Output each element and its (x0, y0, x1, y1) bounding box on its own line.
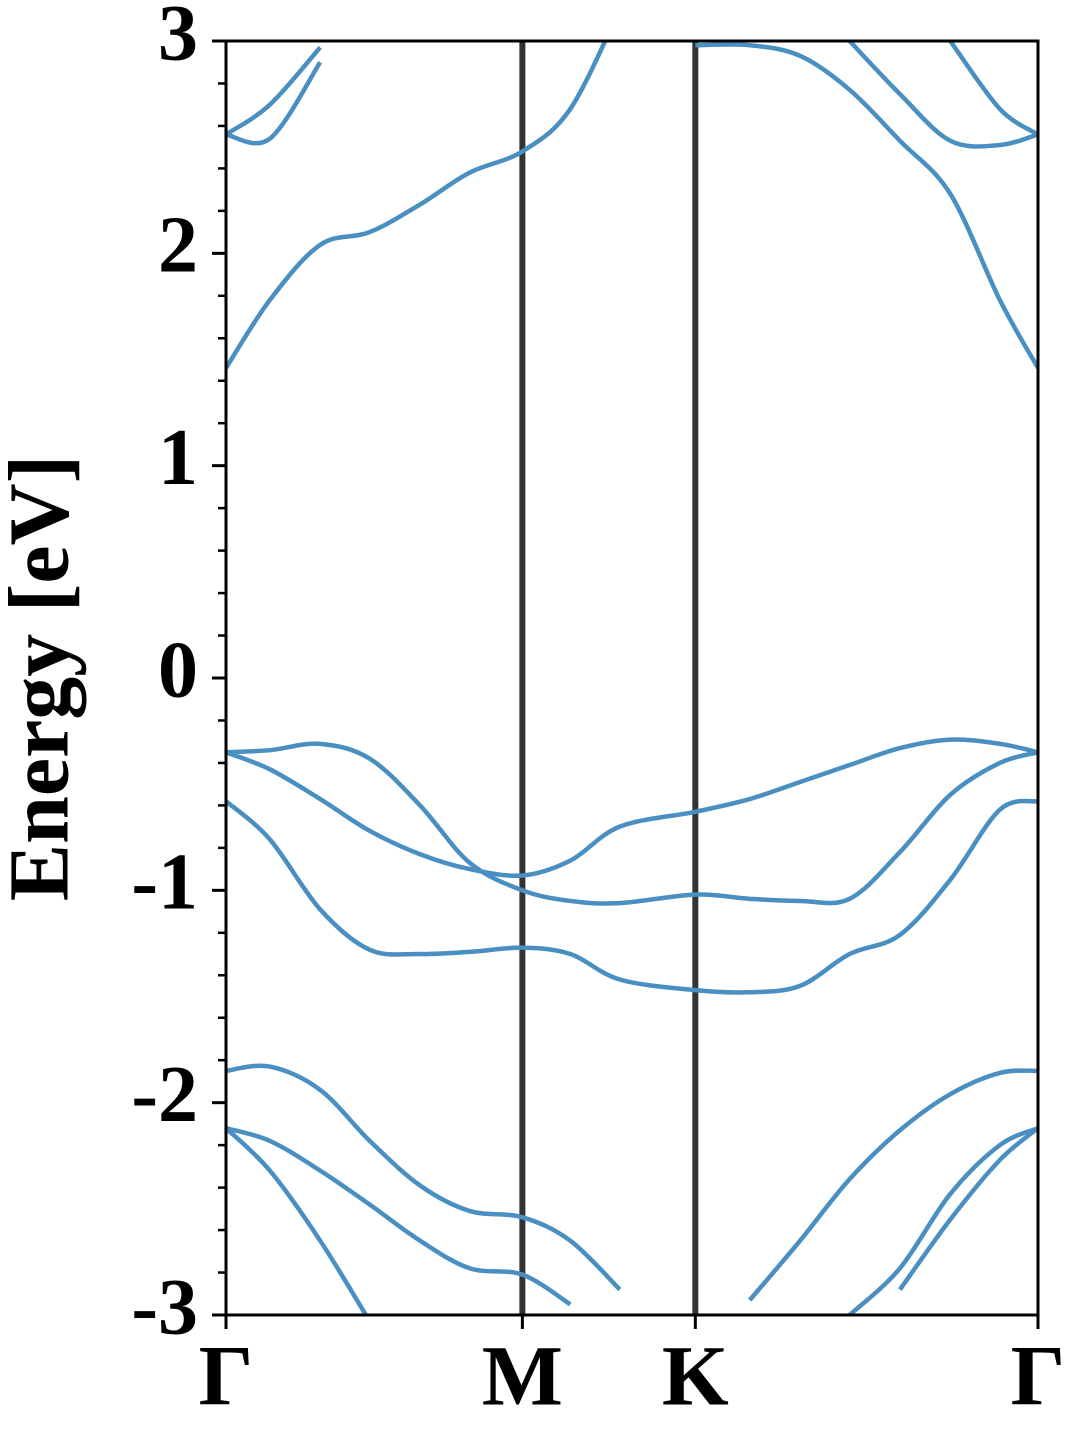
band-line (226, 1063, 1038, 1302)
y-tick-label: 0 (158, 626, 198, 714)
band-line (226, 45, 322, 137)
x-tick-label: M (482, 1328, 563, 1424)
band-line (226, 41, 608, 370)
band-line (948, 41, 1038, 137)
y-tick-label: 3 (158, 0, 198, 77)
y-tick-label: -2 (131, 1051, 198, 1139)
x-tick-label: Γ (1011, 1328, 1066, 1424)
x-tick-label: Γ (199, 1328, 254, 1424)
y-tick-label: 2 (158, 202, 198, 290)
y-tick-label: -1 (131, 839, 198, 927)
y-tick-label: 1 (158, 414, 198, 502)
band-line (226, 60, 323, 146)
plot-frame (224, 39, 1040, 1317)
band-line (226, 798, 1038, 995)
y-tick-label: -3 (131, 1263, 198, 1351)
band-line (226, 1125, 1038, 1315)
bands (226, 41, 1038, 1315)
band-line (226, 741, 1038, 906)
y-axis-label: Energy [eV] (0, 455, 87, 902)
band-line (226, 737, 1038, 878)
band-line (847, 41, 1038, 149)
band-line (695, 42, 1038, 370)
band-line (226, 1126, 1038, 1315)
x-tick-label: K (662, 1328, 729, 1424)
